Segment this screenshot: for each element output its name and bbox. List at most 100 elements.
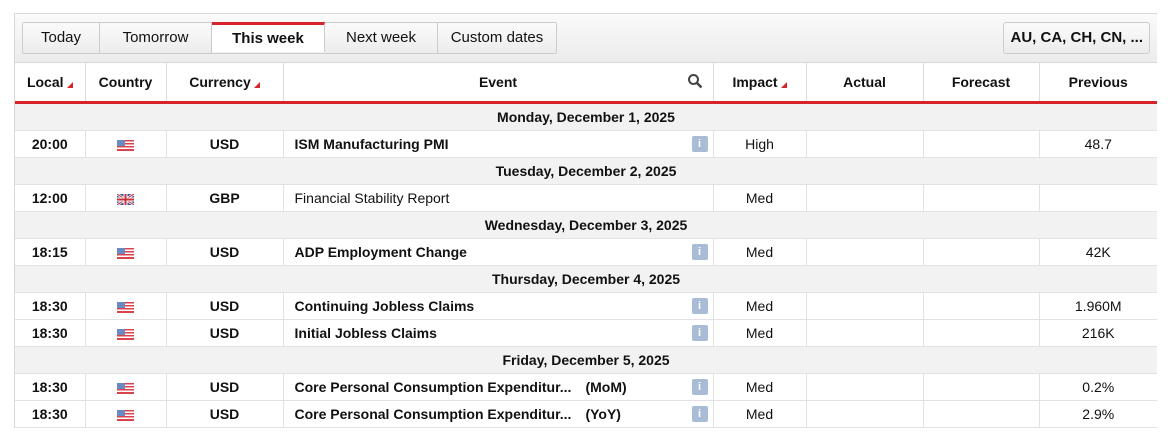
event-name[interactable]: Initial Jobless Claims	[294, 325, 437, 341]
event-currency: USD	[166, 238, 284, 266]
column-label: Event	[478, 74, 518, 90]
event-currency: USD	[166, 373, 284, 401]
column-country: Country	[85, 63, 167, 104]
event-previous: 1.960M	[1039, 292, 1157, 320]
event-cell[interactable]: Initial Jobless Claims i	[283, 319, 714, 347]
info-icon[interactable]: i	[691, 325, 708, 341]
events-table: Local Country Currency Event Impact Actu…	[15, 63, 1157, 428]
search-icon[interactable]	[687, 73, 703, 89]
event-time: 18:15	[15, 238, 86, 266]
country-cell	[85, 400, 167, 428]
column-impact[interactable]: Impact	[713, 63, 807, 104]
event-actual	[806, 184, 924, 212]
event-row[interactable]: 18:30 USD Core Personal Consumption Expe…	[15, 400, 1157, 428]
day-header-row: Wednesday, December 3, 2025	[15, 211, 1157, 239]
info-icon[interactable]: i	[691, 379, 708, 395]
sort-icon	[780, 82, 787, 88]
event-currency: USD	[166, 292, 284, 320]
event-previous: 216K	[1039, 319, 1157, 347]
date-range-tabs: Today Tomorrow This week Next week Custo…	[22, 22, 557, 54]
event-previous: 42K	[1039, 238, 1157, 266]
event-name[interactable]: ADP Employment Change	[294, 244, 467, 260]
event-time: 12:00	[15, 184, 86, 212]
event-forecast	[923, 400, 1040, 428]
event-name[interactable]: Core Personal Consumption Expenditur...	[294, 379, 572, 395]
event-currency: USD	[166, 400, 284, 428]
us-flag-icon	[117, 298, 134, 314]
event-period: (YoY)	[585, 406, 621, 422]
event-name[interactable]: Core Personal Consumption Expenditur...	[294, 406, 572, 422]
event-impact: High	[713, 130, 807, 158]
day-header-row: Thursday, December 4, 2025	[15, 265, 1157, 293]
event-forecast	[923, 292, 1040, 320]
info-icon[interactable]: i	[691, 298, 708, 314]
tab-today[interactable]: Today	[23, 23, 100, 53]
event-impact: Med	[713, 238, 807, 266]
event-previous: 48.7	[1039, 130, 1157, 158]
event-row[interactable]: 18:30 USD Initial Jobless Claims i Med 21…	[15, 319, 1157, 347]
event-cell[interactable]: ISM Manufacturing PMI i	[283, 130, 714, 158]
toolbar: Today Tomorrow This week Next week Custo…	[15, 14, 1157, 63]
event-cell[interactable]: ADP Employment Change i	[283, 238, 714, 266]
us-flag-icon	[117, 325, 134, 341]
event-time: 18:30	[15, 400, 86, 428]
event-actual	[806, 292, 924, 320]
day-date: Friday, December 5, 2025	[15, 346, 1157, 374]
country-cell	[85, 319, 167, 347]
event-time: 18:30	[15, 373, 86, 401]
event-name[interactable]: ISM Manufacturing PMI	[294, 136, 449, 152]
tab-this-week[interactable]: This week	[212, 22, 325, 52]
event-name[interactable]: Financial Stability Report	[294, 190, 450, 206]
day-date: Wednesday, December 3, 2025	[15, 211, 1157, 239]
event-previous: 0.2%	[1039, 373, 1157, 401]
event-currency: GBP	[166, 184, 284, 212]
country-cell	[85, 130, 167, 158]
column-forecast: Forecast	[923, 63, 1040, 104]
event-actual	[806, 319, 924, 347]
event-name[interactable]: Continuing Jobless Claims	[294, 298, 475, 314]
event-cell[interactable]: Financial Stability Report	[283, 184, 714, 212]
event-forecast	[923, 319, 1040, 347]
column-event: Event	[283, 63, 714, 104]
column-currency[interactable]: Currency	[166, 63, 284, 104]
event-impact: Med	[713, 184, 807, 212]
country-cell	[85, 373, 167, 401]
event-cell[interactable]: Core Personal Consumption Expenditur... (…	[283, 373, 714, 401]
event-actual	[806, 400, 924, 428]
event-cell[interactable]: Core Personal Consumption Expenditur... (…	[283, 400, 714, 428]
event-period: (MoM)	[585, 379, 627, 395]
economic-calendar: Today Tomorrow This week Next week Custo…	[14, 13, 1157, 428]
us-flag-icon	[117, 136, 134, 152]
info-icon[interactable]: i	[691, 136, 708, 152]
column-previous: Previous	[1039, 63, 1157, 104]
event-time: 18:30	[15, 292, 86, 320]
event-previous: 2.9%	[1039, 400, 1157, 428]
event-cell[interactable]: Continuing Jobless Claims i	[283, 292, 714, 320]
event-previous	[1039, 184, 1157, 212]
day-date: Tuesday, December 2, 2025	[15, 157, 1157, 185]
info-icon[interactable]: i	[691, 406, 708, 422]
event-forecast	[923, 130, 1040, 158]
event-actual	[806, 130, 924, 158]
event-row[interactable]: 20:00 USD ISM Manufacturing PMI i High 48…	[15, 130, 1157, 158]
country-filter-button[interactable]: AU, CA, CH, CN, ...	[1003, 22, 1150, 54]
column-actual: Actual	[806, 63, 924, 104]
column-local[interactable]: Local	[15, 63, 86, 104]
day-header-row: Tuesday, December 2, 2025	[15, 157, 1157, 185]
event-row[interactable]: 18:30 USD Continuing Jobless Claims i Med…	[15, 292, 1157, 320]
event-time: 18:30	[15, 319, 86, 347]
event-row[interactable]: 18:30 USD Core Personal Consumption Expe…	[15, 373, 1157, 401]
us-flag-icon	[117, 406, 134, 422]
event-row[interactable]: 18:15 USD ADP Employment Change i Med 42K	[15, 238, 1157, 266]
column-label: Local	[26, 74, 64, 90]
event-impact: Med	[713, 292, 807, 320]
event-impact: Med	[713, 319, 807, 347]
info-icon[interactable]: i	[691, 244, 708, 260]
column-label: Impact	[732, 74, 778, 90]
event-actual	[806, 373, 924, 401]
tab-tomorrow[interactable]: Tomorrow	[100, 23, 212, 53]
event-forecast	[923, 373, 1040, 401]
event-row[interactable]: 12:00 GBP Financial Stability Report Med	[15, 184, 1157, 212]
tab-next-week[interactable]: Next week	[325, 23, 438, 53]
tab-custom-dates[interactable]: Custom dates	[438, 23, 556, 53]
